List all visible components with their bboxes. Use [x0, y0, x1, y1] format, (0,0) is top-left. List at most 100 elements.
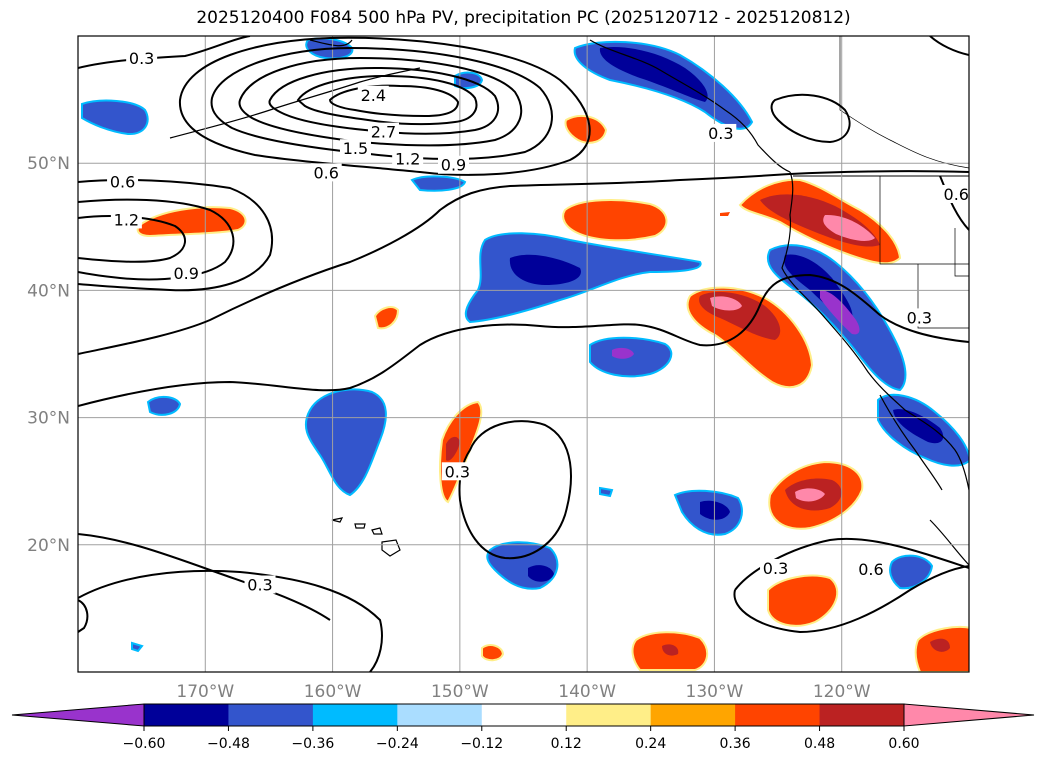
colorbar-tick-label: −0.48 [207, 736, 250, 752]
pv-contour-loop-south [458, 420, 572, 560]
neg-patch-central-core [509, 254, 581, 285]
colorbar-segment [312, 704, 398, 726]
contour-label: 1.5 [343, 139, 368, 158]
colorbar-tick-label: 0.48 [804, 736, 835, 752]
map-title: 2025120400 F084 500 hPa PV, precipitatio… [196, 8, 851, 28]
lon-tick-label: 170°W [176, 682, 234, 702]
colorbar-tick-label: −0.24 [376, 736, 419, 752]
contour-label-bg [367, 122, 399, 141]
coastline-baja [879, 394, 943, 491]
contour-label-bg [126, 48, 158, 67]
border-canada-inland [839, 36, 969, 169]
contour-label-bg [437, 155, 469, 174]
contour-label: 0.6 [313, 163, 338, 182]
pos-patch-far-se-dark [930, 638, 950, 652]
contour-label: 2.7 [371, 123, 396, 142]
colorbar-tick-label: 0.24 [635, 736, 666, 752]
pv-contour-far-west [78, 599, 89, 633]
contour-label-bg [339, 139, 371, 158]
pos-patch-gulf-small [564, 114, 608, 144]
contour-label-bg [441, 462, 473, 481]
neg-patch-mid-core [612, 347, 634, 359]
coastline-mexico [929, 519, 969, 566]
pos-patch-south-mid-dark [662, 644, 679, 656]
lon-tick-label: 120°W [813, 682, 871, 702]
pos-patch-north-central [562, 199, 668, 242]
pv-contour-high-3 [238, 56, 523, 147]
colorbar-tick-label: −0.60 [123, 736, 166, 752]
neg-patch-mid [589, 336, 673, 378]
pv-contours [78, 36, 969, 672]
pv-contour-high-6 [328, 84, 460, 118]
latitude-tick-labels: 20°N 30°N 40°N 50°N [27, 154, 70, 556]
lat-tick-label: 30°N [27, 409, 70, 429]
pv-contour-high-4 [268, 66, 500, 135]
contour-label: 0.6 [858, 560, 883, 579]
pos-patch-oregon-pink [823, 214, 875, 241]
contour-label: 0.6 [110, 172, 135, 191]
contour-label-bg [110, 210, 142, 229]
colorbar-tick-label: −0.12 [460, 736, 503, 752]
pos-patch-south-tiny [481, 644, 505, 662]
contour-label-bg [170, 263, 202, 282]
colorbar-tick-label: −0.36 [291, 736, 334, 752]
colorbar-segment [650, 704, 736, 726]
colorbar-extend-high [903, 703, 1035, 727]
coastline-north-america [781, 171, 969, 491]
colorbar-tick-label: 0.12 [551, 736, 582, 752]
neg-patch-aleutian-west [81, 99, 149, 136]
map-frame [77, 35, 970, 673]
contour-label-bg [940, 185, 969, 203]
pv-contour-labels: 0.3 2.4 2.71.5 1.2 0.9 0.6 0.6 1.2 0.9 0.3 0.6 0.3 0… [107, 48, 969, 595]
colorbar-segment [144, 704, 229, 726]
contour-label-bg [392, 149, 424, 168]
contour-label: 0.3 [247, 576, 272, 595]
lon-tick-label: 160°W [304, 682, 362, 702]
colorbar-tick-label: 0.60 [888, 736, 919, 752]
neg-patch-hawaii-west [304, 388, 387, 497]
lon-tick-label: 140°W [558, 682, 616, 702]
pv-contour-03-north [78, 36, 251, 69]
contour-label: 2.4 [361, 86, 386, 105]
contour-label-bg [760, 558, 792, 577]
neg-patch-south-hawaii-core [528, 565, 554, 582]
pv-contour-ne-corner [929, 36, 969, 56]
pos-patch-se-south [767, 574, 839, 627]
contour-label: 0.9 [441, 156, 466, 175]
contour-label-bg [310, 163, 342, 182]
contour-label-bg [855, 560, 887, 579]
colorbar-segment [566, 704, 652, 726]
pv-contour-main-03 [78, 273, 969, 407]
pv-contour-high-5 [296, 74, 478, 126]
contour-label-bg [705, 123, 737, 142]
colorbar-segment [397, 704, 483, 726]
neg-patch-tiny-west [146, 396, 182, 416]
pv-contour-high-1 [178, 36, 591, 176]
lon-tick-label: 150°W [431, 682, 489, 702]
colorbar-segment [735, 704, 821, 726]
map-area: 0.3 2.4 2.71.5 1.2 0.9 0.6 0.6 1.2 0.9 0.3 0.6 0.3 0… [78, 36, 969, 672]
pos-patch-hawaii-north-dark [446, 436, 460, 461]
longitude-tick-labels: 170°W 160°W 150°W 140°W 130°W 120°W [176, 682, 870, 702]
pv-contour-west-2 [78, 198, 235, 281]
neg-patch-small-north [410, 175, 467, 192]
pos-patch-se-large-pink [795, 488, 825, 502]
pos-patch-east-central-pink [710, 296, 742, 311]
pv-contour-se-03 [734, 537, 969, 591]
coastline-alaska-peninsula [309, 39, 353, 47]
contour-label-bg [107, 172, 139, 191]
pos-patch-tiny-dot [720, 212, 730, 216]
colorbar-extend-low [11, 703, 145, 727]
pv-contour-se-03-b [733, 565, 969, 634]
lat-tick-label: 50°N [27, 154, 70, 174]
contour-label: 0.9 [173, 264, 198, 283]
neg-patch-alaska-core [599, 46, 708, 102]
coastline-alaska [589, 39, 791, 173]
neg-patch-tiny-mid [599, 486, 614, 498]
coastline-hawaii [331, 517, 401, 557]
colorbar-tick-label: 0.36 [720, 736, 751, 752]
contour-label: 0.3 [445, 462, 470, 481]
contour-label: 0.3 [763, 559, 788, 578]
colorbar-frame [143, 703, 905, 727]
